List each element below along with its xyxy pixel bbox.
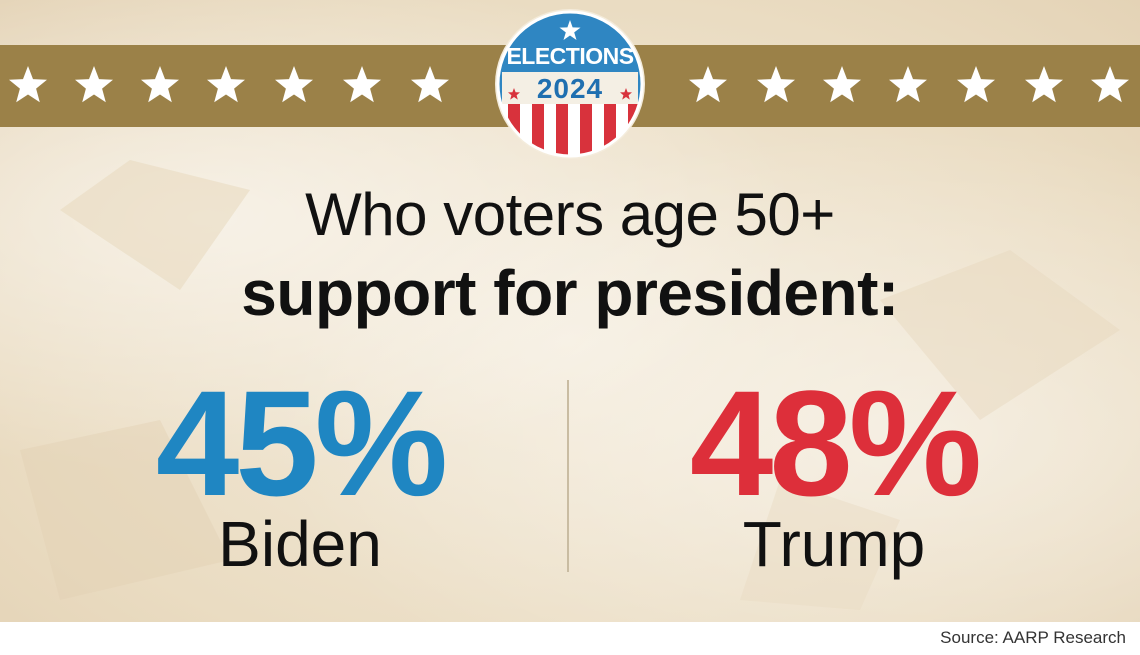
badge-line1: ELECTIONS	[506, 43, 633, 69]
band-star-icon	[1091, 66, 1129, 103]
trump-percentage: 48%	[689, 359, 982, 527]
band-star-icon	[1025, 66, 1063, 103]
band-star-icon	[9, 66, 47, 103]
biden-label: Biden	[218, 508, 382, 580]
band-star-icon	[957, 66, 995, 103]
title-line-1: Who voters age 50+	[305, 181, 835, 248]
badge-line2: 2024	[537, 73, 603, 104]
trump-label: Trump	[742, 508, 926, 580]
center-divider	[567, 380, 569, 572]
badge-star-icon	[559, 20, 581, 40]
band-star-icon	[757, 66, 795, 103]
star-row	[9, 66, 1129, 103]
band-star-icon	[411, 66, 449, 103]
background-star-shapes	[20, 160, 1120, 610]
infographic-panel: ELECTIONS 2024 Who voters age 50+ suppor…	[0, 0, 1140, 622]
band-star-icon	[75, 66, 113, 103]
band-star-icon	[689, 66, 727, 103]
band-star-icon	[141, 66, 179, 103]
source-note: Source: AARP Research	[940, 628, 1126, 647]
title-line-2: support for president:	[241, 257, 899, 329]
band-star-icon	[823, 66, 861, 103]
biden-percentage: 45%	[155, 359, 448, 527]
band-star-icon	[207, 66, 245, 103]
badge-star-icon	[620, 88, 632, 100]
band-star-icon	[889, 66, 927, 103]
band-star-icon	[275, 66, 313, 103]
elections-badge: ELECTIONS 2024	[495, 9, 645, 159]
band-star-icon	[343, 66, 381, 103]
badge-star-icon	[508, 88, 520, 100]
